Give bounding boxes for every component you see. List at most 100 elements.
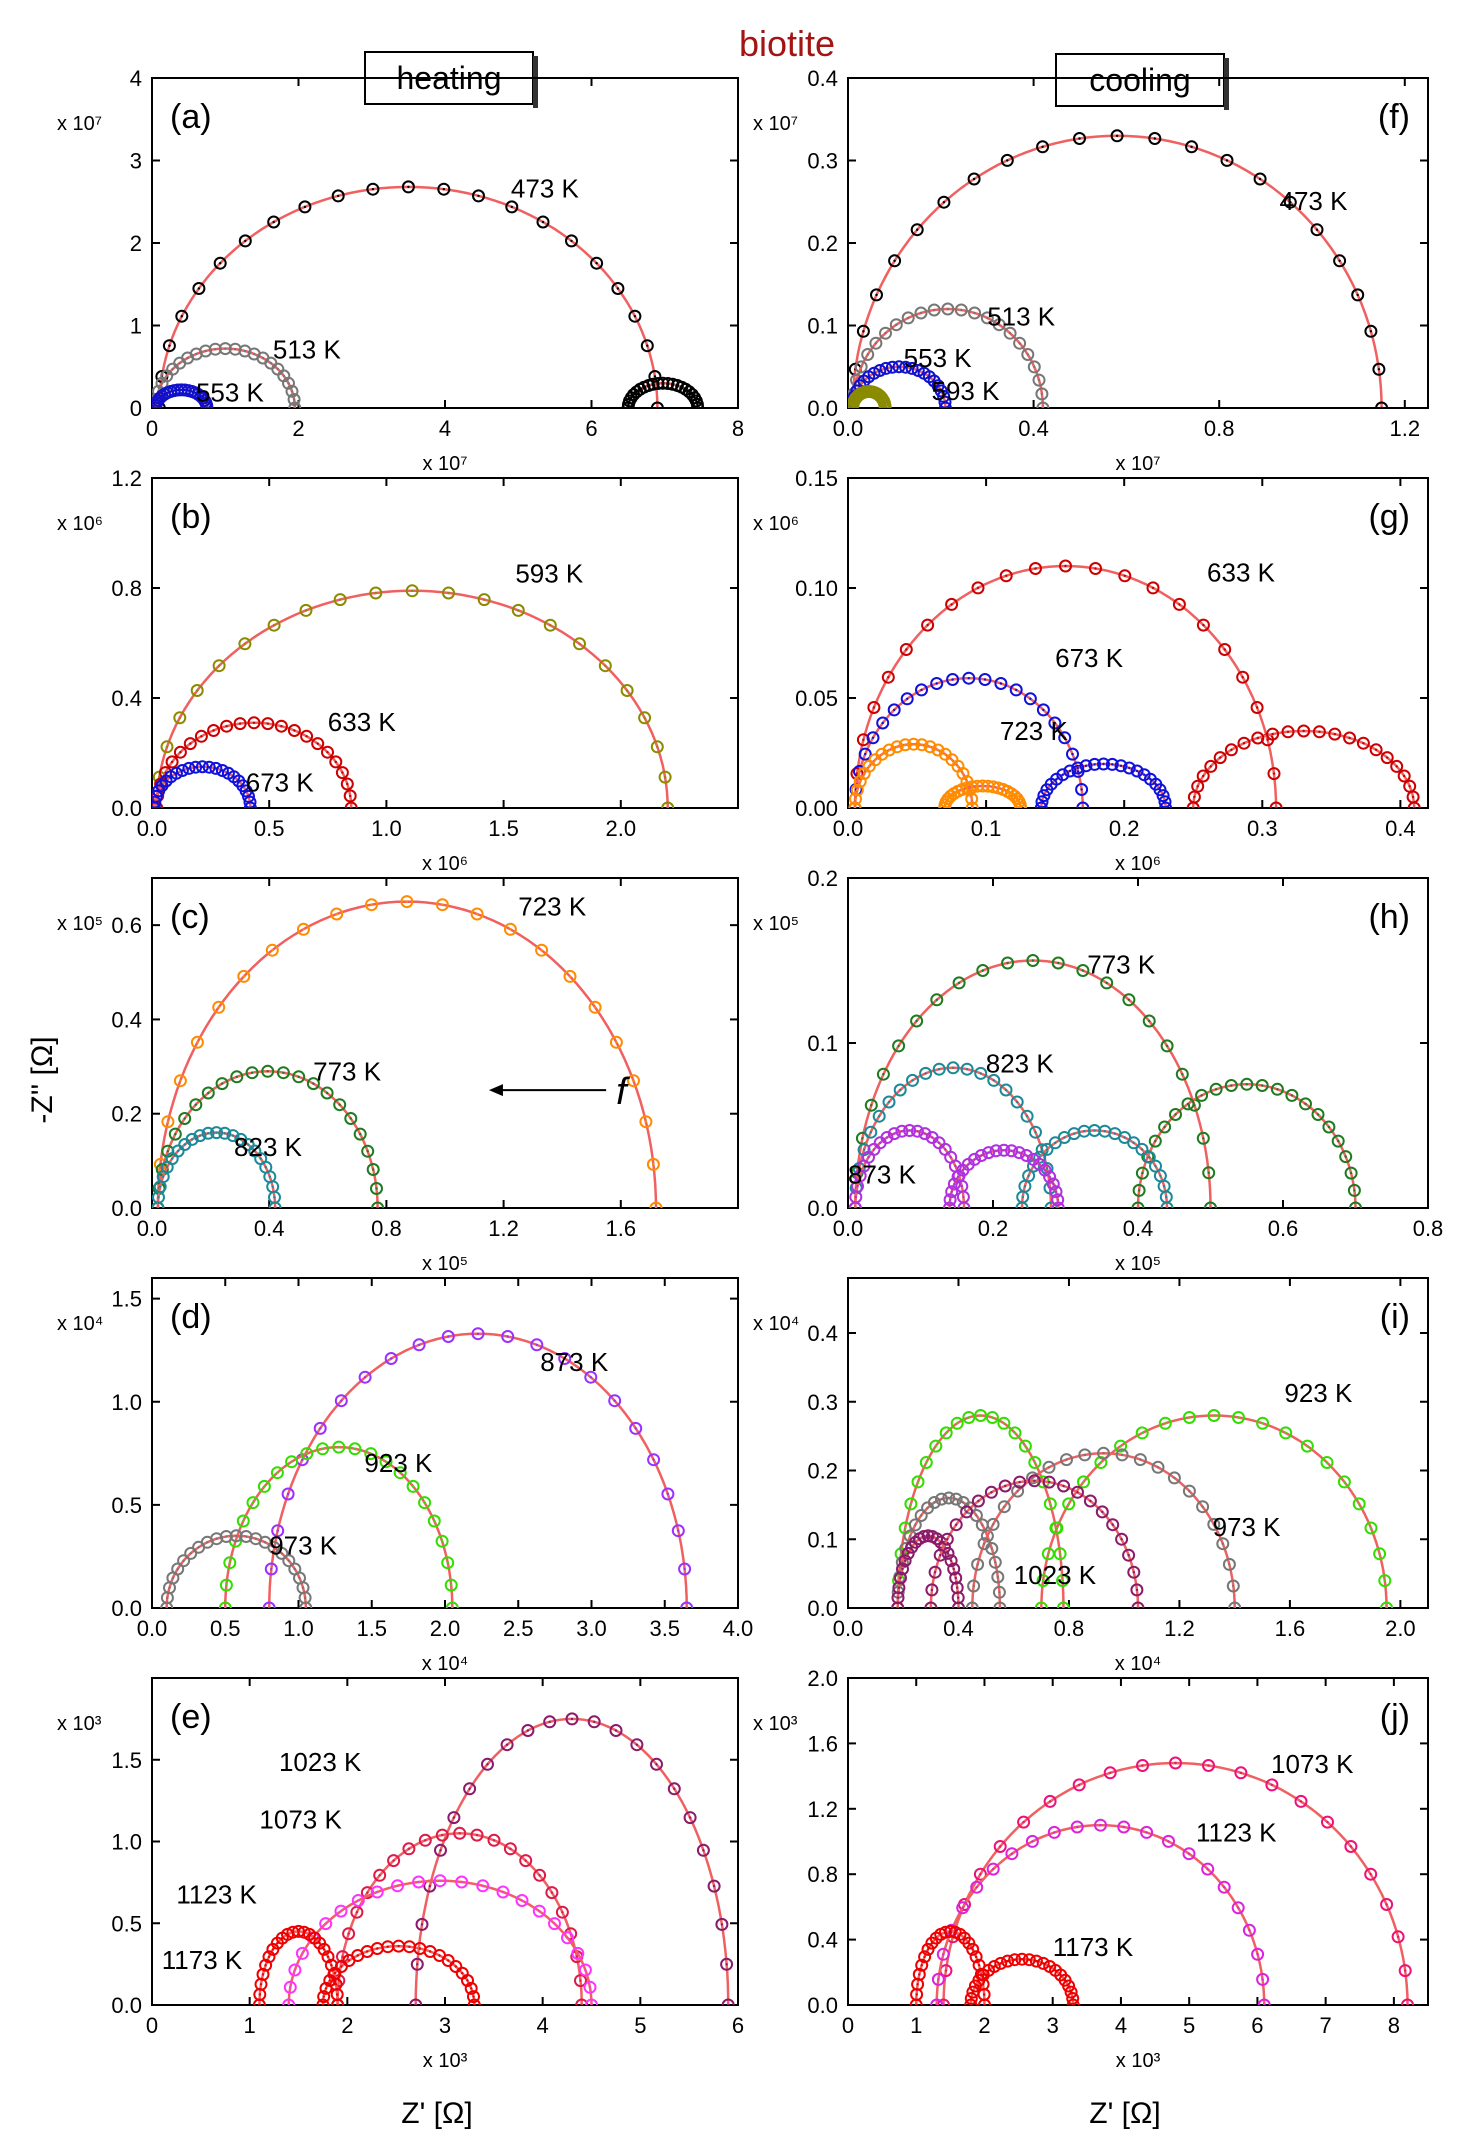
- data-point: [401, 180, 415, 194]
- temperature-label: 633 K: [328, 707, 397, 737]
- data-point: [640, 339, 654, 353]
- data-point-center: [656, 406, 659, 408]
- data-point-center: [896, 1606, 899, 1608]
- data-point: [1133, 1453, 1147, 1467]
- data-point-center: [289, 1986, 292, 1989]
- data-point-center: [1377, 368, 1381, 371]
- data-point: [183, 737, 197, 751]
- data-point: [449, 1960, 463, 1973]
- data-point-center: [1196, 785, 1199, 788]
- data-point: [1036, 401, 1050, 408]
- data-point-center: [328, 1979, 331, 1982]
- temperature-label: 553 K: [904, 343, 973, 373]
- data-point-center: [975, 1886, 978, 1889]
- data-point: [358, 1370, 372, 1384]
- data-point: [930, 1998, 944, 2005]
- data-point-center: [330, 1964, 333, 1967]
- panel-letter: (i): [1380, 1298, 1410, 1336]
- data-point-center: [336, 1993, 339, 1996]
- data-point: [472, 189, 485, 203]
- data-point: [647, 1453, 661, 1467]
- data-point-center: [652, 1163, 655, 1166]
- data-point-center: [408, 1945, 411, 1948]
- data-point-center: [340, 1399, 343, 1402]
- data-point: [1066, 1998, 1080, 2005]
- data-point: [1321, 1815, 1334, 1829]
- data-point: [463, 1782, 477, 1796]
- data-point-center: [526, 1729, 530, 1732]
- data-point-center: [492, 1839, 496, 1842]
- data-point: [184, 1546, 198, 1560]
- data-point-center: [1148, 1019, 1151, 1023]
- data-point-center: [333, 1972, 337, 1975]
- series-873-K: [262, 1327, 694, 1608]
- series-513-K: [848, 302, 1050, 408]
- data-point-center: [867, 1156, 870, 1159]
- data-point-center: [1076, 1825, 1079, 1829]
- data-point: [876, 1067, 890, 1081]
- data-point: [298, 200, 312, 214]
- data-point-center: [1080, 788, 1083, 791]
- y-tick-label: 0.4: [111, 686, 142, 711]
- data-point: [918, 1127, 932, 1141]
- data-point-center: [878, 1115, 881, 1118]
- temperature-label: 773 K: [1087, 950, 1156, 980]
- data-point-center: [178, 361, 181, 365]
- data-point: [402, 1842, 416, 1856]
- data-point-center: [301, 1458, 304, 1461]
- data-point-center: [884, 332, 887, 335]
- data-point-center: [935, 682, 938, 685]
- data-point-center: [1187, 1852, 1191, 1855]
- data-point-center: [399, 1471, 402, 1474]
- y-tick-label: 0.05: [795, 686, 838, 711]
- data-point-center: [217, 664, 221, 667]
- x-tick-label: 2.5: [503, 1616, 534, 1641]
- data-point: [1224, 743, 1238, 757]
- data-point: [991, 1570, 1005, 1584]
- data-point-center: [220, 1082, 224, 1085]
- data-point-center: [468, 1787, 471, 1791]
- data-point: [887, 1127, 901, 1141]
- data-point: [299, 1601, 313, 1608]
- data-point: [1380, 751, 1394, 765]
- data-point-center: [972, 177, 976, 181]
- data-point-center: [1013, 1431, 1017, 1435]
- data-point-center: [950, 758, 954, 761]
- data-point: [400, 895, 414, 909]
- data-point-center: [970, 797, 973, 801]
- data-point: [1063, 764, 1077, 778]
- data-point-center: [446, 1561, 449, 1564]
- data-point: [192, 282, 206, 295]
- data-point-center: [915, 1019, 918, 1023]
- data-point-center: [1103, 1130, 1107, 1133]
- data-point: [306, 1077, 320, 1091]
- data-point-center: [316, 742, 319, 745]
- data-point-center: [1047, 1466, 1051, 1469]
- data-point: [565, 234, 578, 248]
- data-point-center: [418, 1947, 422, 1950]
- data-point: [226, 1129, 240, 1143]
- data-point-center: [973, 1158, 976, 1161]
- data-point: [1162, 1834, 1175, 1848]
- data-point: [329, 755, 343, 769]
- data-point-center: [235, 1534, 238, 1538]
- data-point-center: [933, 1501, 936, 1504]
- data-point: [919, 1066, 933, 1080]
- series-group: [152, 895, 663, 1208]
- data-point: [387, 1854, 401, 1868]
- data-point: [215, 764, 229, 777]
- data-point-center: [907, 316, 910, 320]
- data-point-center: [1023, 1185, 1027, 1188]
- data-point-center: [242, 975, 245, 978]
- data-point: [1073, 132, 1086, 145]
- data-point-center: [253, 352, 256, 356]
- x-tick-label: 0.2: [1109, 816, 1140, 841]
- data-point: [1021, 348, 1035, 361]
- data-point-center: [305, 1452, 308, 1455]
- data-point-center: [1072, 1132, 1076, 1135]
- data-point-center: [883, 404, 887, 407]
- data-point-center: [1025, 1115, 1029, 1118]
- panel-d: 0.0 0.5 1.0 1.5 2.0 2.5 3.0 3.5 4.00.00.51.01.5x…: [57, 1277, 753, 1675]
- data-point-center: [271, 1948, 275, 1951]
